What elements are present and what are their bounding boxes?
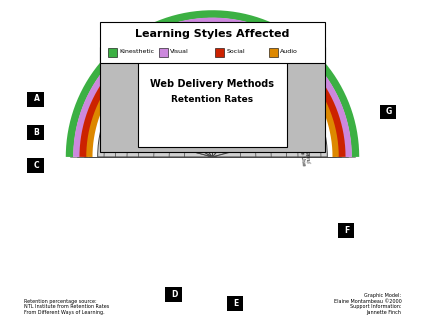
Bar: [159, 48, 168, 57]
Wedge shape: [212, 42, 286, 157]
Wedge shape: [212, 69, 323, 157]
Text: F: F: [344, 226, 349, 235]
Text: D: D: [171, 290, 177, 299]
Bar: [337, 223, 354, 238]
Text: Demonstration: Demonstration: [158, 54, 199, 73]
Bar: [108, 48, 117, 57]
Text: 30%: 30%: [155, 113, 172, 119]
Text: Read-
ing: Read- ing: [120, 112, 136, 130]
Text: Discussion
Group: Discussion Group: [230, 57, 261, 77]
Text: Graphic Model:
Elaine Montambeau ©2000
Support Information:
Jannette Finch: Graphic Model: Elaine Montambeau ©2000 S…: [334, 293, 401, 315]
Bar: [269, 48, 278, 57]
Text: C: C: [34, 161, 39, 170]
Text: 50%: 50%: [147, 106, 163, 112]
Text: E: E: [233, 299, 238, 308]
Text: 90%: 90%: [129, 91, 146, 97]
Wedge shape: [139, 42, 212, 157]
Wedge shape: [98, 127, 212, 157]
Bar: [165, 287, 182, 302]
Wedge shape: [212, 127, 327, 157]
Text: B: B: [34, 128, 39, 137]
Text: Web Delivery Methods: Web Delivery Methods: [150, 79, 275, 89]
Text: Social: Social: [227, 48, 245, 54]
Text: Teach others/
Immediate Use: Teach others/ Immediate Use: [296, 125, 312, 167]
FancyBboxPatch shape: [138, 52, 287, 147]
Text: Kinesthetic: Kinesthetic: [119, 48, 154, 54]
FancyBboxPatch shape: [100, 47, 325, 152]
Text: Retention percentage source:
NTL Institute from Retention Rates
From Different W: Retention percentage source: NTL Institu…: [24, 299, 109, 315]
Text: 20%: 20%: [167, 123, 184, 129]
Text: Lec-
ture: Lec- ture: [116, 138, 128, 151]
Wedge shape: [102, 100, 212, 157]
Text: Audio: Audio: [280, 48, 298, 54]
Text: 5%: 5%: [193, 143, 205, 148]
Text: Visual: Visual: [170, 48, 189, 54]
Text: 75%: 75%: [138, 98, 154, 104]
Text: AV: AV: [132, 88, 141, 98]
Text: Retention Rates: Retention Rates: [171, 95, 254, 104]
Text: 10%: 10%: [178, 133, 196, 139]
Bar: [380, 105, 396, 119]
Bar: [28, 92, 44, 107]
Bar: [227, 296, 243, 311]
Wedge shape: [113, 69, 212, 157]
Text: G: G: [385, 107, 392, 116]
Bar: [28, 125, 44, 140]
Bar: [28, 158, 44, 173]
Text: Learning Styles Affected: Learning Styles Affected: [135, 29, 290, 40]
FancyBboxPatch shape: [100, 22, 325, 63]
Text: A: A: [34, 94, 40, 103]
Text: Practice
By Doing: Practice By Doing: [283, 93, 305, 120]
Bar: [215, 48, 224, 57]
